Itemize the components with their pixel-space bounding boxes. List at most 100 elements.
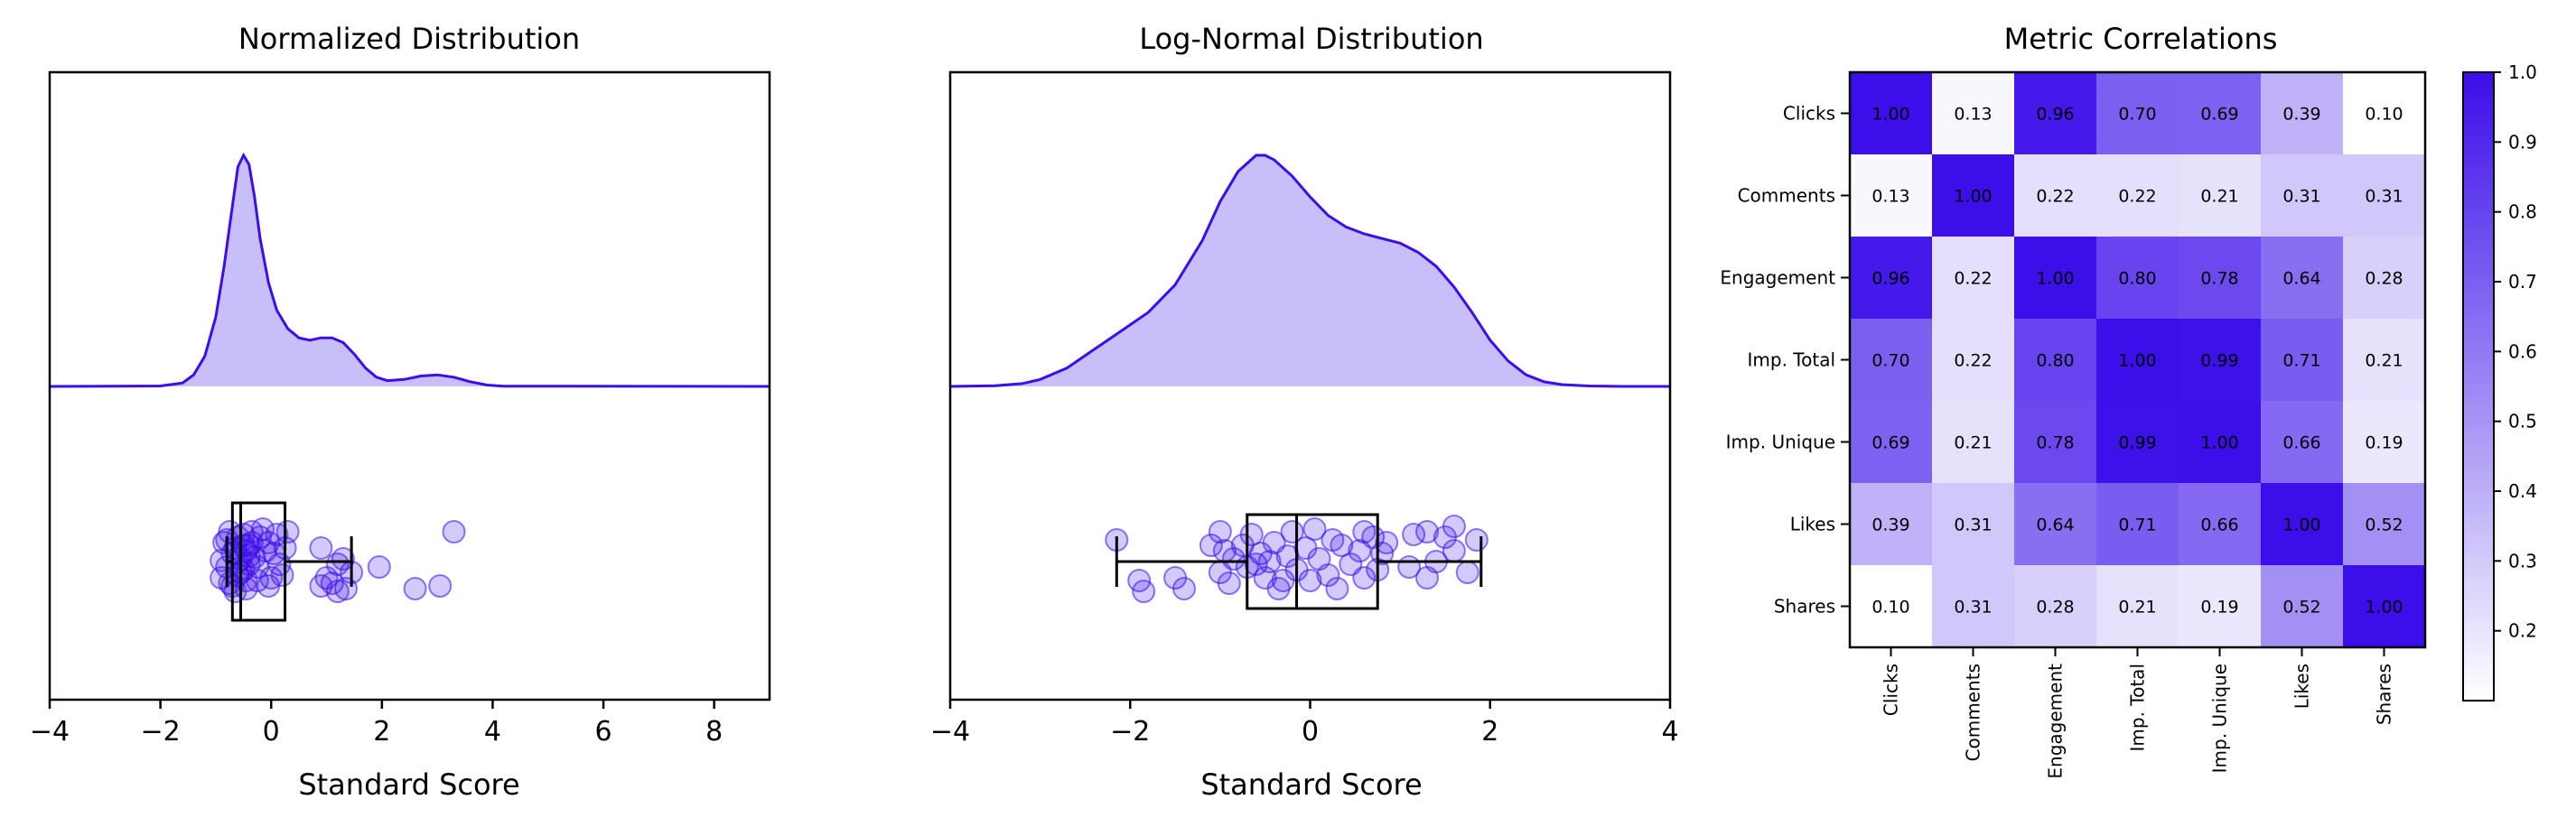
heatmap-cell bbox=[2014, 565, 2096, 647]
x-tick-label: −4 bbox=[930, 716, 970, 748]
heatmap-cell bbox=[2179, 154, 2261, 237]
data-point bbox=[1199, 534, 1223, 557]
y-tick-label: Engagement bbox=[1720, 267, 1835, 289]
density-area bbox=[50, 155, 770, 386]
heatmap-cell bbox=[2343, 237, 2425, 319]
heatmap-cell bbox=[2343, 154, 2425, 237]
data-point bbox=[1271, 569, 1295, 592]
y-tick-label: Comments bbox=[1738, 185, 1835, 207]
data-point bbox=[1302, 517, 1327, 541]
data-point bbox=[325, 580, 350, 603]
heatmap-cell bbox=[2261, 154, 2343, 237]
data-point bbox=[1330, 534, 1354, 557]
data-point bbox=[309, 536, 333, 560]
colorbar-tick-label: 0.2 bbox=[2508, 620, 2537, 642]
colorbar bbox=[2462, 71, 2495, 702]
cell-value-label: 0.80 bbox=[2118, 269, 2156, 289]
x-tick-label: −2 bbox=[140, 716, 180, 748]
heatmap-cell bbox=[2096, 319, 2179, 401]
heatmap-cell bbox=[2179, 72, 2261, 154]
plot-frame bbox=[48, 70, 771, 702]
y-tick-label: Clicks bbox=[1783, 103, 1835, 125]
colorbar-tick-label: 0.8 bbox=[2508, 201, 2537, 223]
x-tick-label: 0 bbox=[263, 716, 280, 748]
data-point bbox=[245, 569, 269, 592]
data-point bbox=[1352, 520, 1377, 544]
data-point bbox=[1397, 555, 1422, 579]
x-tick-label: 4 bbox=[484, 716, 501, 748]
cell-value-label: 0.28 bbox=[2036, 598, 2074, 618]
data-point bbox=[1325, 577, 1349, 600]
colorbar-tick-label: 0.7 bbox=[2508, 271, 2537, 293]
heatmap-cell bbox=[2261, 237, 2343, 319]
cell-value-label: 0.99 bbox=[2118, 433, 2156, 453]
density-line bbox=[949, 153, 1670, 388]
data-point bbox=[1352, 566, 1377, 590]
density-area bbox=[950, 155, 1670, 386]
cell-value-label: 0.31 bbox=[2282, 187, 2320, 207]
heatmap-cell bbox=[2343, 72, 2425, 154]
cell-value-label: 1.00 bbox=[2036, 269, 2074, 289]
heatmap-cell bbox=[1850, 154, 1932, 237]
cell-value-label: 0.10 bbox=[2365, 105, 2403, 125]
cell-value-label: 0.31 bbox=[1954, 516, 1992, 535]
cell-value-label: 1.00 bbox=[2282, 516, 2320, 535]
data-point bbox=[1221, 547, 1246, 571]
data-point bbox=[367, 555, 391, 579]
heatmap-cell bbox=[1932, 154, 2014, 237]
colorbar-tick-label: 0.9 bbox=[2508, 131, 2537, 153]
x-tick-label: Imp. Unique bbox=[2209, 664, 2231, 773]
heatmap-cell bbox=[2096, 565, 2179, 647]
cell-value-label: 0.21 bbox=[1954, 433, 1992, 453]
y-tick-label: Likes bbox=[1790, 514, 1835, 535]
heatmap-cell bbox=[2261, 401, 2343, 483]
heatmap-cell bbox=[2096, 237, 2179, 319]
cell-value-label: 1.00 bbox=[2200, 433, 2238, 453]
data-point bbox=[1217, 571, 1241, 595]
cell-value-label: 0.21 bbox=[2118, 598, 2156, 618]
cell-value-label: 0.31 bbox=[2365, 187, 2403, 207]
x-tick-label: Comments bbox=[1963, 664, 1984, 761]
data-point bbox=[331, 547, 355, 571]
y-tick-label: Imp. Unique bbox=[1726, 432, 1835, 453]
x-tick-label: Shares bbox=[2374, 664, 2395, 725]
data-point bbox=[1442, 515, 1466, 538]
heatmap-cell bbox=[1932, 72, 2014, 154]
x-axis-label: Standard Score bbox=[298, 767, 519, 802]
cell-value-label: 0.78 bbox=[2200, 269, 2238, 289]
cell-value-label: 0.19 bbox=[2365, 433, 2403, 453]
data-point bbox=[1132, 580, 1156, 603]
cell-value-label: 0.70 bbox=[1871, 351, 1909, 371]
heatmap-cell bbox=[2179, 565, 2261, 647]
heatmap-cell bbox=[2014, 72, 2096, 154]
heatmap-cell bbox=[1932, 483, 2014, 565]
density-line bbox=[49, 152, 770, 388]
x-tick-label: Likes bbox=[2291, 664, 2313, 709]
heatmap-cell bbox=[1932, 401, 2014, 483]
cell-value-label: 0.66 bbox=[2200, 516, 2238, 535]
heatmap-cell bbox=[2014, 483, 2096, 565]
heatmap-cell bbox=[2096, 72, 2179, 154]
heatmap-cell bbox=[2261, 565, 2343, 647]
cell-value-label: 0.39 bbox=[1871, 516, 1909, 535]
cell-value-label: 0.22 bbox=[2118, 187, 2156, 207]
heatmap-cell bbox=[2179, 483, 2261, 565]
cell-value-label: 0.66 bbox=[2282, 433, 2320, 453]
data-point bbox=[1442, 539, 1466, 562]
colorbar-tick-label: 0.3 bbox=[2508, 550, 2537, 571]
heatmap-cell bbox=[2343, 565, 2425, 647]
data-point bbox=[1208, 520, 1232, 544]
cell-value-label: 1.00 bbox=[1871, 105, 1909, 125]
heatmap-cell bbox=[1932, 319, 2014, 401]
heatmap-cell bbox=[2343, 319, 2425, 401]
data-point bbox=[257, 574, 281, 598]
heatmap-cell bbox=[2014, 401, 2096, 483]
heatmap-cell bbox=[2343, 483, 2425, 565]
heatmap-cell bbox=[1850, 565, 1932, 647]
cell-value-label: 0.69 bbox=[2200, 105, 2238, 125]
heatmap-cell bbox=[2096, 483, 2179, 565]
cell-value-label: 0.13 bbox=[1871, 187, 1909, 207]
colorbar-tick-label: 0.4 bbox=[2508, 480, 2537, 502]
x-tick-label: Engagement bbox=[2045, 664, 2067, 779]
